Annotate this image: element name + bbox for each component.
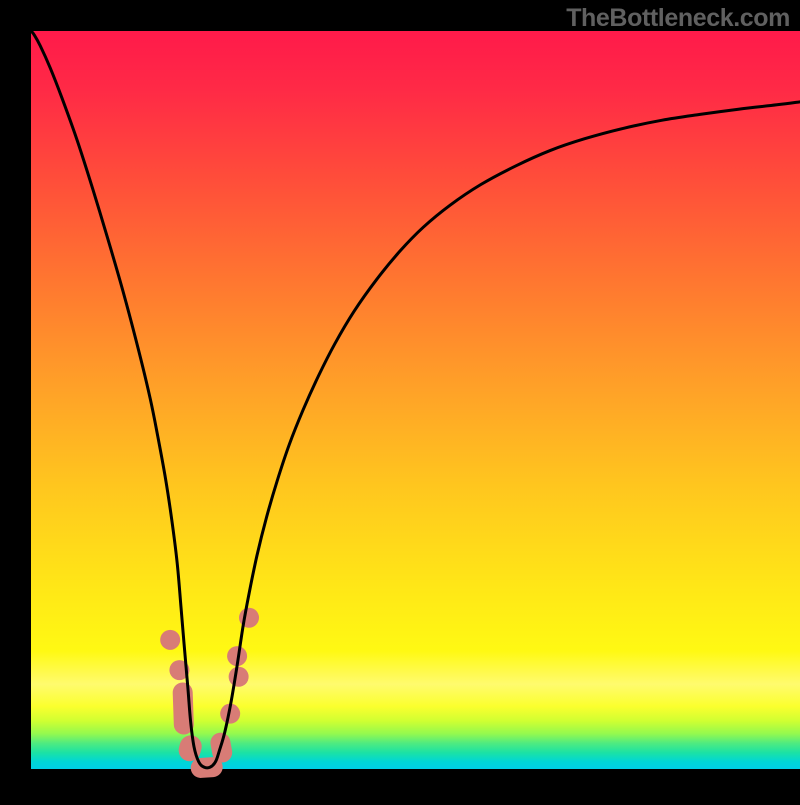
chart-frame: TheBottleneck.com (0, 0, 800, 800)
marker-dot (160, 630, 180, 650)
bottleneck-curve-chart (0, 0, 800, 800)
plot-background-gradient (31, 31, 800, 769)
watermark-text: TheBottleneck.com (566, 4, 790, 33)
marker-dot (229, 667, 249, 687)
chart-canvas (0, 0, 800, 800)
